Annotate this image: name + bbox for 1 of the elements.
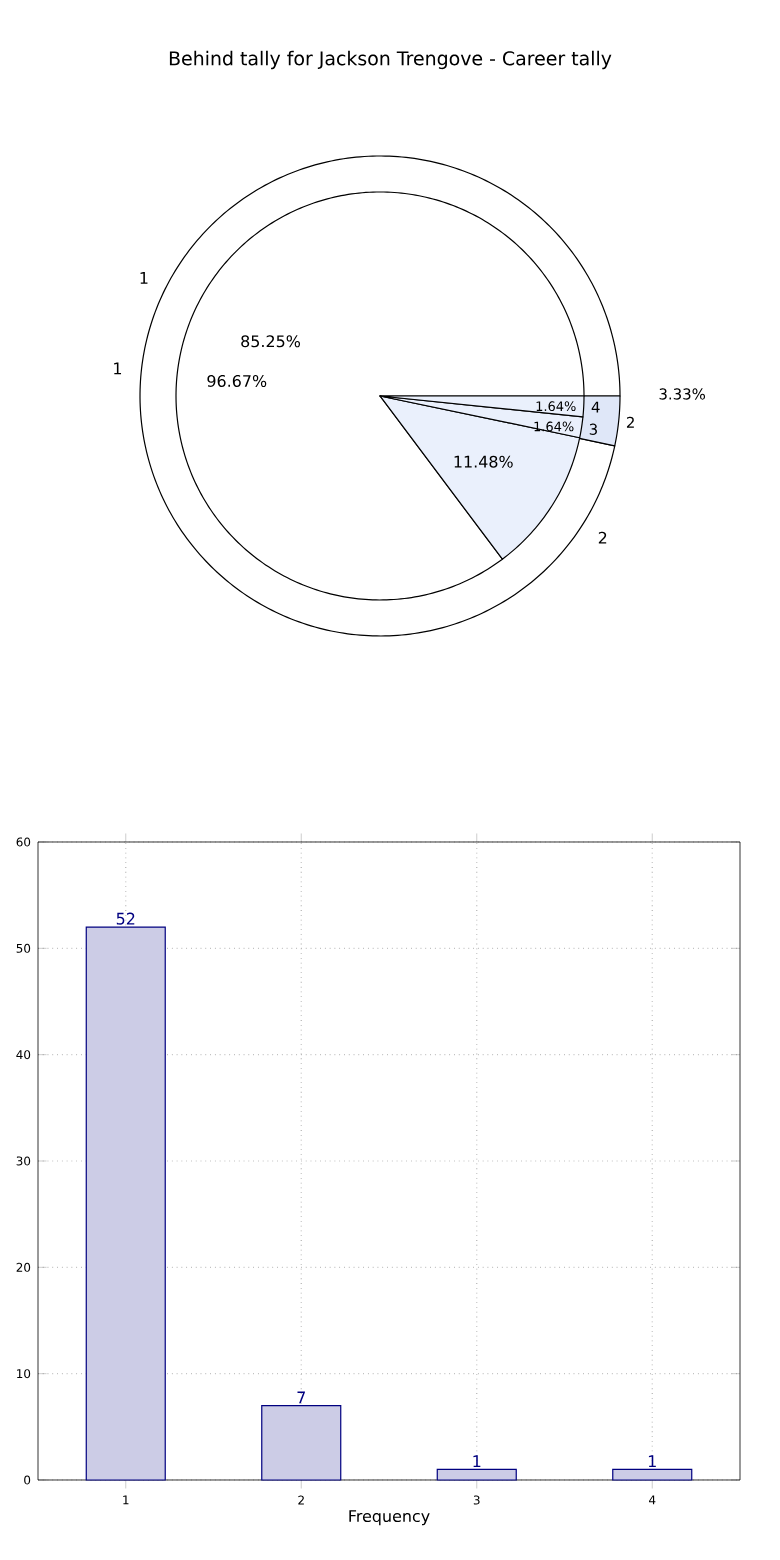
chart-title: Behind tally for Jackson Trengove - Career tally bbox=[169, 50, 612, 70]
